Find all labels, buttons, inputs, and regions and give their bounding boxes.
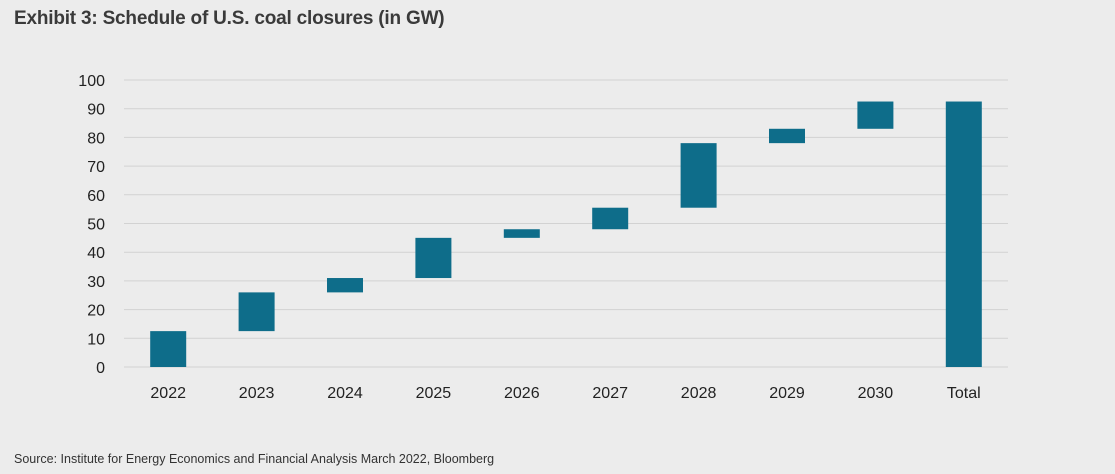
- x-axis-labels: 2022 2023 2024 2025 2026 2027 2028 2029 2030 Tota…: [150, 385, 980, 402]
- bar-2030: [857, 101, 894, 129]
- bar-total: [945, 101, 982, 368]
- y-tick-label: 80: [87, 130, 105, 147]
- x-tick-label: 2028: [681, 385, 717, 402]
- x-tick-label: 2023: [239, 385, 275, 402]
- bar-2028: [680, 143, 717, 208]
- x-tick-label: 2022: [150, 385, 186, 402]
- bar-2023: [238, 292, 275, 332]
- y-axis-labels: 0 10 20 30 40 50 60 70 80 90 100: [78, 73, 105, 377]
- bar-2025: [415, 237, 452, 279]
- y-tick-label: 10: [87, 331, 105, 348]
- bar-2027: [592, 207, 629, 230]
- y-tick-label: 30: [87, 274, 105, 291]
- bar-2024: [327, 278, 363, 293]
- x-tick-label: 2030: [858, 385, 894, 402]
- x-tick-label: 2026: [504, 385, 540, 402]
- chart-title: Exhibit 3: Schedule of U.S. coal closure…: [14, 8, 445, 29]
- x-tick-label: 2027: [592, 385, 628, 402]
- y-tick-label: 40: [87, 245, 105, 262]
- bars: [150, 101, 982, 368]
- x-tick-label: Total: [947, 385, 981, 402]
- x-tick-label: 2025: [416, 385, 452, 402]
- source-note: Source: Institute for Energy Economics a…: [14, 452, 495, 466]
- bar-2029: [769, 128, 805, 144]
- y-tick-label: 70: [87, 159, 105, 176]
- bar-2022: [150, 331, 187, 367]
- y-tick-label: 50: [87, 217, 105, 234]
- y-tick-label: 60: [87, 188, 105, 205]
- y-tick-label: 20: [87, 303, 105, 320]
- x-tick-label: 2024: [327, 385, 363, 402]
- x-tick-label: 2029: [769, 385, 805, 402]
- gridlines: [124, 79, 1008, 368]
- y-tick-label: 100: [78, 73, 105, 90]
- y-tick-label: 0: [96, 360, 105, 377]
- bar-2026: [503, 229, 540, 238]
- y-tick-label: 90: [87, 102, 105, 119]
